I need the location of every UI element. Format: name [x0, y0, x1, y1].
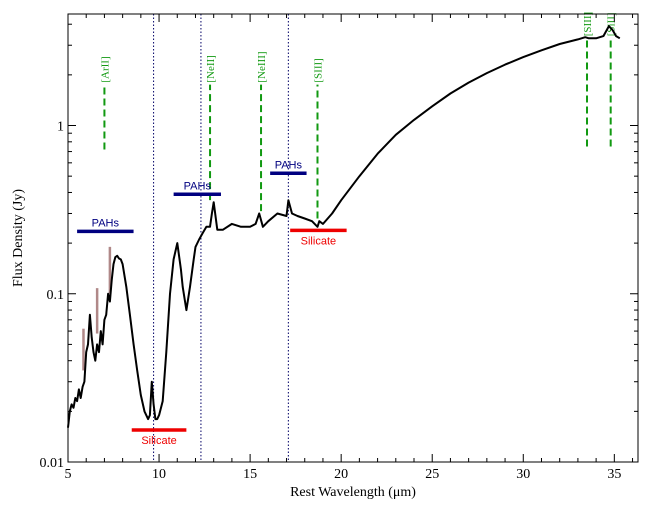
band-label: PAHs: [92, 217, 120, 229]
plot-frame: [67, 13, 639, 463]
y-tick-label: 0.01: [40, 456, 65, 471]
x-tick-label: 15: [243, 467, 257, 482]
x-tick-label: 20: [334, 467, 348, 482]
feature-bars: [82, 246, 112, 371]
emission-line-label: [SIII]: [312, 58, 324, 82]
y-axis: 0.01 0.1 1: [40, 23, 638, 471]
x-tick-label: 10: [152, 467, 166, 482]
series-layer: [67, 25, 621, 428]
x-tick-label: 30: [516, 467, 530, 482]
emission-line-label: [NeIII]: [256, 51, 268, 82]
spectrum-line: [67, 25, 621, 428]
feature-bands: PAHs PAHs PAHs Silicate Silicate: [77, 159, 347, 447]
y-axis-label: Flux Density (Jy): [11, 189, 26, 287]
emission-line-markers: [ArII] [NeII] [NeIII] [SIII] [SIII] [SiII]: [99, 12, 618, 219]
x-axis: 5 10 15 20 25 30 35: [65, 14, 634, 482]
emission-line-label: [NeII]: [205, 55, 217, 82]
x-tick-label: 35: [607, 467, 621, 482]
band-label: PAHs: [184, 180, 212, 192]
band-label: Silicate: [141, 435, 176, 447]
band-label: Silicate: [301, 235, 336, 247]
emission-line-label: [SiII]: [606, 12, 618, 36]
x-axis-label: Rest Wavelength (μm): [290, 485, 416, 500]
x-tick-label: 25: [425, 467, 439, 482]
x-tick-label: 5: [65, 467, 72, 482]
reference-lines: [153, 14, 289, 462]
emission-line-label: [SIII]: [582, 12, 594, 36]
band-label: PAHs: [275, 159, 303, 171]
y-tick-label: 0.1: [47, 288, 65, 303]
y-tick-label: 1: [57, 120, 64, 135]
emission-line-label: [ArII]: [99, 56, 111, 82]
